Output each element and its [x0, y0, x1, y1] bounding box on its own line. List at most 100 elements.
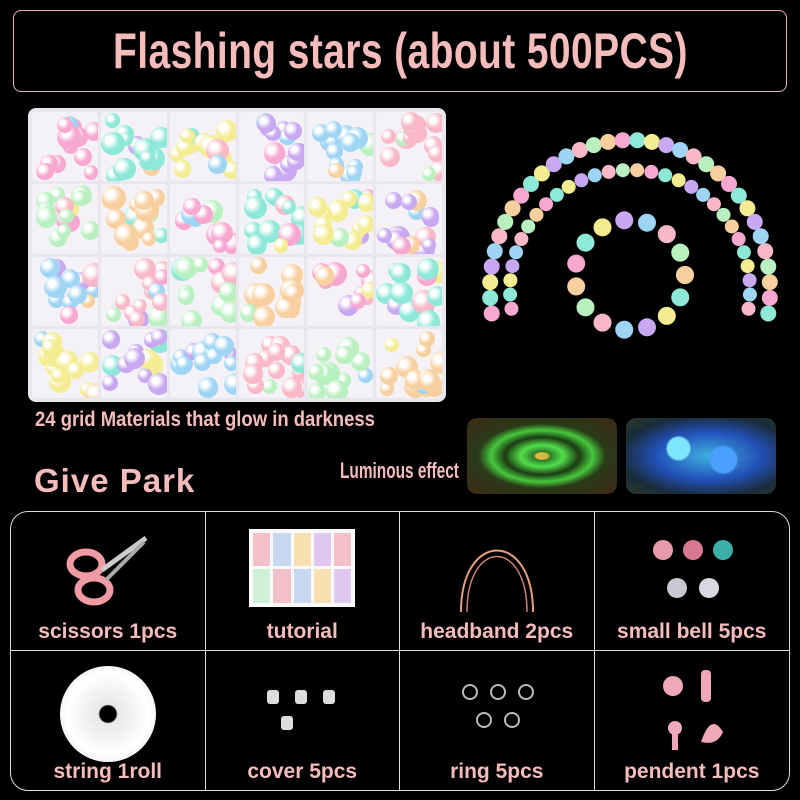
- title-banner: Flashing stars (about 500PCS): [13, 10, 787, 92]
- bead: [379, 381, 395, 396]
- bead: [676, 266, 694, 284]
- bead: [658, 168, 673, 183]
- bead: [429, 350, 442, 374]
- bead: [307, 363, 325, 380]
- ring-icon: [461, 683, 534, 728]
- bead: [207, 257, 226, 276]
- bead: [39, 257, 61, 279]
- bead-compartment: [32, 184, 98, 254]
- bead: [730, 187, 747, 204]
- bead: [133, 258, 157, 281]
- bead: [757, 243, 774, 260]
- item-label: pendent 1pcs: [624, 760, 760, 783]
- bead: [315, 346, 332, 363]
- bead: [216, 120, 236, 143]
- item-pendant: pendent 1pcs: [595, 651, 790, 790]
- bead: [696, 187, 711, 202]
- bead-compartment: [376, 256, 442, 326]
- bead-compartment: [238, 328, 305, 398]
- bead: [630, 163, 645, 178]
- headband-icon: [459, 549, 534, 613]
- bead: [59, 208, 74, 223]
- bead: [491, 228, 508, 245]
- bead: [720, 175, 737, 192]
- section-title: Give Park: [34, 462, 196, 499]
- bead: [44, 275, 67, 299]
- bead-storage-box: [28, 108, 446, 402]
- bead: [328, 162, 344, 179]
- bead-compartment: [100, 328, 167, 398]
- bead: [134, 190, 155, 211]
- bead: [523, 175, 540, 192]
- bead: [218, 282, 236, 302]
- bead: [593, 313, 612, 332]
- bead: [746, 213, 763, 230]
- bead: [529, 207, 544, 222]
- bead: [671, 243, 690, 262]
- bead: [35, 206, 58, 228]
- bead: [307, 196, 328, 217]
- bead: [83, 165, 98, 180]
- bead: [483, 305, 500, 322]
- bead: [51, 368, 67, 384]
- bead: [739, 200, 756, 217]
- bead: [175, 257, 197, 279]
- bead: [281, 376, 303, 398]
- bead: [335, 345, 354, 365]
- bead-compartment: [169, 256, 236, 326]
- bead: [419, 331, 436, 348]
- item-label: headband 2pcs: [420, 620, 574, 643]
- bead: [637, 213, 656, 232]
- bead: [41, 339, 58, 355]
- bead: [349, 292, 366, 310]
- included-items-grid: scissors 1pcs tutorial headband 2pcs sma…: [10, 511, 790, 791]
- bead: [710, 165, 727, 182]
- bead: [351, 351, 370, 371]
- bead: [643, 133, 660, 150]
- bead: [574, 173, 589, 188]
- bead: [615, 211, 634, 230]
- bead: [326, 200, 349, 222]
- bead: [148, 373, 167, 395]
- bead: [760, 305, 777, 322]
- bead: [567, 254, 586, 273]
- bead: [346, 164, 362, 181]
- bead: [576, 233, 595, 252]
- bead: [150, 328, 167, 346]
- page-title: Flashing stars (about 500PCS): [112, 23, 688, 79]
- bead: [326, 379, 349, 398]
- bead-compartment: [100, 184, 167, 254]
- bead: [36, 162, 54, 181]
- bead: [576, 298, 595, 317]
- bead: [706, 197, 721, 212]
- bead: [421, 207, 440, 226]
- bead: [685, 148, 702, 165]
- bead: [314, 266, 334, 286]
- bead: [101, 374, 119, 392]
- bead: [183, 197, 202, 216]
- bead-compartment: [169, 112, 236, 182]
- bead: [208, 155, 228, 175]
- bead: [497, 213, 514, 230]
- bead: [60, 306, 78, 324]
- bead: [615, 320, 634, 339]
- bead: [381, 128, 396, 144]
- luminous-label: Luminous effect: [340, 458, 459, 483]
- bead: [716, 207, 731, 222]
- bead: [585, 137, 602, 154]
- bead: [324, 120, 343, 139]
- bead: [400, 193, 418, 211]
- bead: [561, 179, 576, 194]
- item-label: tutorial: [266, 620, 338, 643]
- bead: [671, 173, 686, 188]
- bead: [356, 214, 374, 234]
- bead: [724, 219, 739, 234]
- bead: [698, 156, 715, 173]
- bead-compartment: [307, 184, 374, 254]
- bead: [251, 283, 275, 306]
- bead-compartment: [100, 112, 167, 182]
- bead-compartment: [32, 112, 98, 182]
- bead: [615, 163, 630, 178]
- glow-jewelry-photo: [467, 418, 617, 494]
- bead: [150, 126, 167, 149]
